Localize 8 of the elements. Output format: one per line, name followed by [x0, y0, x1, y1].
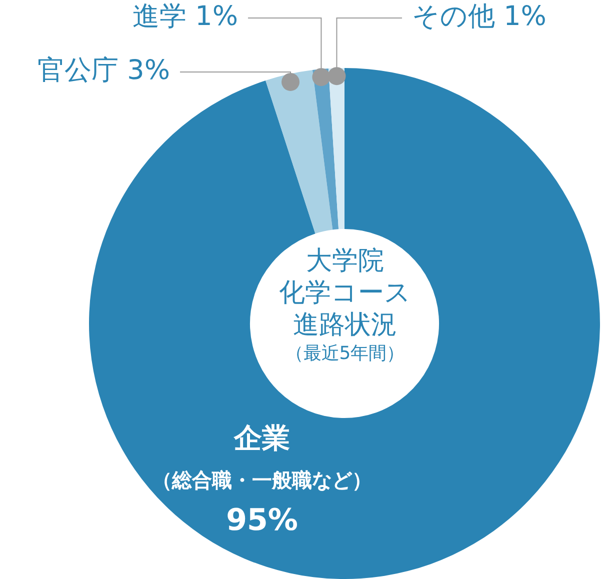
data-label: 95%: [226, 502, 298, 538]
text: （最近5年間）: [284, 342, 406, 366]
slice-label: 企業: [233, 421, 290, 454]
text: （総合職・一般職など）: [152, 468, 372, 492]
slice-label: 官公庁 3%: [38, 55, 170, 86]
slice-label: 進学 1%: [132, 1, 238, 32]
slice-label: その他 1%: [412, 1, 546, 32]
text: 大学院化学コース進路状況: [279, 246, 411, 340]
